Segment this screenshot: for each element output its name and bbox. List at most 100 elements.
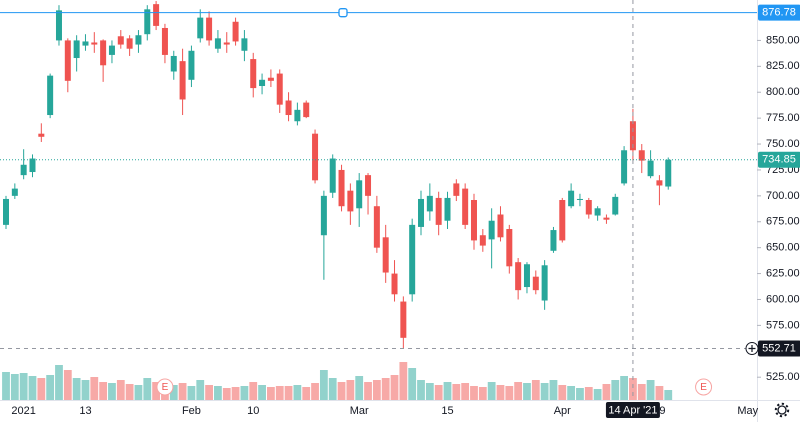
line-handle[interactable] — [338, 8, 348, 18]
candle-body — [400, 301, 407, 338]
candle-body — [444, 197, 451, 221]
volume-bar — [655, 386, 664, 400]
volume-bar — [364, 382, 372, 400]
candle-body — [665, 159, 672, 187]
candle-body — [409, 224, 416, 295]
volume-bar — [417, 380, 425, 400]
candle-body — [197, 17, 204, 39]
volume-bar — [143, 378, 152, 400]
volume-bar — [584, 387, 593, 400]
volume-bar — [134, 385, 143, 400]
candle-body — [241, 38, 248, 51]
candle-body — [382, 237, 389, 273]
volume-bar — [372, 380, 381, 400]
candle-body — [38, 133, 45, 137]
candle-body — [373, 206, 380, 248]
candle-body — [594, 208, 601, 216]
candle-body — [559, 200, 566, 241]
volume-bar — [549, 380, 558, 400]
x-tick-label: 15 — [441, 405, 453, 417]
settings-icon[interactable] — [774, 402, 790, 418]
x-tick-label: Mar — [350, 405, 369, 417]
volume-bar — [487, 382, 496, 400]
candle-body — [365, 175, 372, 196]
candle-body — [276, 73, 283, 105]
candle-body — [568, 190, 575, 207]
volume-bar — [196, 380, 205, 400]
candle-body — [214, 38, 221, 49]
volume-bar — [328, 378, 337, 400]
candle-body — [179, 61, 186, 100]
y-tick-label: 800.00 — [766, 86, 800, 98]
earnings-label: E — [700, 382, 707, 393]
volume-bar — [381, 378, 390, 400]
volume-bar — [125, 384, 134, 400]
x-tick-label: May — [737, 405, 758, 417]
hline-price-box — [758, 4, 800, 21]
candle-body — [426, 195, 433, 212]
add-alert-plus[interactable] — [748, 344, 756, 352]
volume-bar — [505, 386, 514, 400]
volume-bar — [567, 386, 576, 400]
candle-body — [338, 169, 345, 207]
crosshair-price-label: 552.71 — [762, 342, 796, 354]
candle-body — [638, 150, 645, 161]
y-tick-label: 675.00 — [766, 216, 800, 228]
candle-body — [267, 77, 274, 81]
volume-bar — [664, 390, 673, 400]
x-tick-label: 10 — [247, 405, 259, 417]
crosshair-date-label: 14 Apr '21 — [608, 404, 657, 416]
volume-bar — [2, 372, 10, 400]
volume-bar — [390, 375, 399, 400]
candle-body — [170, 55, 177, 72]
volume-bar — [470, 386, 478, 400]
volume-bar — [293, 385, 302, 400]
volume-bar — [46, 375, 55, 400]
candle-body — [462, 188, 469, 225]
candle-body — [356, 180, 363, 209]
candle-body — [91, 42, 98, 45]
volume-bar — [99, 382, 108, 400]
candle-body — [515, 262, 522, 291]
y-tick-label: 700.00 — [766, 190, 800, 202]
candle-body — [82, 41, 89, 46]
volume-bar — [478, 387, 487, 400]
volume-bar — [205, 385, 213, 400]
candle-body — [550, 230, 557, 251]
y-tick-label: 750.00 — [766, 138, 800, 150]
candle-body — [55, 10, 62, 41]
x-tick-label: 2021 — [11, 405, 35, 417]
candle-body — [329, 158, 336, 193]
volume-bar — [646, 380, 655, 400]
volume-bar — [346, 380, 355, 400]
y-tick-label: 600.00 — [766, 293, 800, 305]
volume-bar — [284, 386, 293, 400]
candle-body — [532, 276, 539, 291]
volume-bar — [355, 376, 364, 400]
earnings-marker[interactable] — [156, 378, 174, 396]
volume-layer — [2, 362, 673, 400]
crosshair-date-box — [605, 402, 660, 418]
volume-bar — [178, 383, 187, 400]
volume-bar — [169, 385, 178, 400]
volume-bar — [72, 378, 81, 400]
earnings-marker[interactable] — [695, 378, 713, 396]
volume-bar — [90, 377, 99, 400]
volume-bar — [55, 365, 63, 400]
candle-body — [523, 264, 530, 288]
volume-bar — [19, 373, 28, 400]
candle-body — [11, 188, 18, 196]
x-tick-label: Feb — [182, 405, 201, 417]
candle-body — [320, 195, 327, 236]
volume-bar — [258, 385, 266, 400]
candle-body — [656, 180, 663, 186]
volume-bar — [620, 376, 628, 400]
y-tick-label: 850.00 — [766, 34, 800, 46]
volume-bar — [319, 370, 328, 400]
y-tick-label: 625.00 — [766, 267, 800, 279]
volume-bar — [231, 387, 240, 400]
volume-bar — [540, 383, 549, 400]
candle-body — [612, 196, 619, 215]
